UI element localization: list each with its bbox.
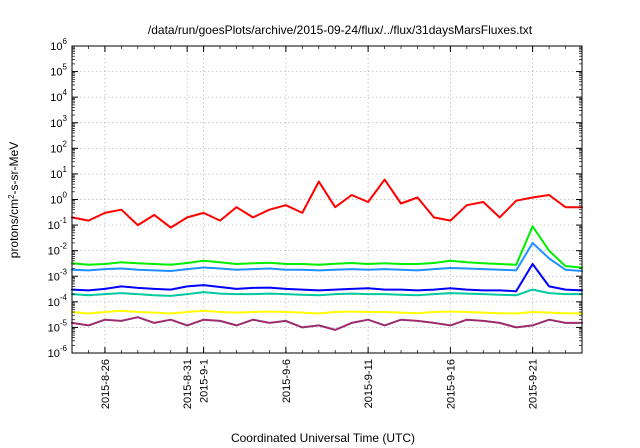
y-tick-exponent: 2 <box>63 139 68 148</box>
y-tick-exponent: -3 <box>60 267 68 276</box>
y-axis-ticks: 10-610-510-410-310-210-11001011021031041… <box>48 37 582 360</box>
y-tick-base: 10 <box>48 220 60 232</box>
y-axis-label: protons/cm2-s-sr-MeV <box>7 142 22 258</box>
y-tick-base: 10 <box>50 195 62 207</box>
y-tick-label: 100 <box>50 191 67 207</box>
y-tick-exponent: 6 <box>63 37 68 46</box>
y-tick-label: 104 <box>50 88 67 104</box>
x-tick-label: 2015-9-11 <box>363 359 375 408</box>
series-line-2 <box>71 225 583 269</box>
x-tick-label: 2015-9-16 <box>445 359 457 409</box>
y-tick-label: 10-3 <box>48 267 68 283</box>
y-tick-label: 10-4 <box>48 293 68 309</box>
series-line-5 <box>71 263 583 293</box>
y-axis-label-part: protons/cm <box>7 199 21 258</box>
chart-title: /data/run/goesPlots/archive/2015-09-24/f… <box>148 23 533 37</box>
series-line-4 <box>71 288 583 297</box>
grid-lines <box>72 46 582 353</box>
y-tick-exponent: -4 <box>60 293 68 302</box>
y-tick-exponent: -2 <box>60 242 68 251</box>
y-tick-exponent: -5 <box>60 318 68 327</box>
y-tick-exponent: 3 <box>63 114 68 123</box>
series-line-3 <box>71 242 583 272</box>
y-tick-base: 10 <box>48 322 60 334</box>
y-tick-base: 10 <box>50 92 62 104</box>
y-tick-exponent: 1 <box>63 165 68 174</box>
y-tick-label: 10-6 <box>48 344 68 360</box>
y-tick-base: 10 <box>48 271 60 283</box>
y-tick-base: 10 <box>50 67 62 79</box>
y-tick-exponent: 4 <box>63 88 68 97</box>
series-line-1 <box>71 178 583 229</box>
series-lines <box>71 178 583 331</box>
y-tick-base: 10 <box>50 41 62 53</box>
y-tick-base: 10 <box>48 348 60 360</box>
series-line-7 <box>71 316 583 331</box>
y-tick-base: 10 <box>50 118 62 130</box>
y-tick-label: 10-1 <box>48 216 68 232</box>
y-tick-label: 10-2 <box>48 242 68 258</box>
y-tick-label: 101 <box>50 165 67 181</box>
x-tick-label: 2015-9-1 <box>199 359 211 403</box>
y-tick-base: 10 <box>50 169 62 181</box>
y-axis-label-part: -s-sr-MeV <box>7 142 21 195</box>
y-tick-exponent: -6 <box>60 344 68 353</box>
x-axis-label: Coordinated Universal Time (UTC) <box>231 431 415 445</box>
y-tick-label: 102 <box>50 139 67 155</box>
x-tick-label: 2015-8-31 <box>182 359 194 409</box>
y-tick-exponent: -1 <box>60 216 68 225</box>
y-tick-label: 10-5 <box>48 318 68 334</box>
x-axis-ticks: 2015-8-26 2015-8-31 2015-9-1 2015-9-6 2015-9… <box>71 46 583 409</box>
y-tick-label: 103 <box>50 114 67 130</box>
y-tick-base: 10 <box>48 297 60 309</box>
y-tick-label: 106 <box>50 37 67 53</box>
series-line-6 <box>71 309 583 315</box>
y-tick-base: 10 <box>48 246 60 258</box>
y-tick-exponent: 0 <box>63 191 68 200</box>
x-tick-label: 2015-9-6 <box>281 359 293 403</box>
y-axis-label-exponent: 2 <box>7 194 16 199</box>
y-tick-exponent: 5 <box>63 63 68 72</box>
x-tick-label: 2015-8-26 <box>100 359 112 409</box>
y-tick-base: 10 <box>50 143 62 155</box>
x-tick-label: 2015-9-21 <box>528 359 540 409</box>
y-tick-label: 105 <box>50 63 67 79</box>
